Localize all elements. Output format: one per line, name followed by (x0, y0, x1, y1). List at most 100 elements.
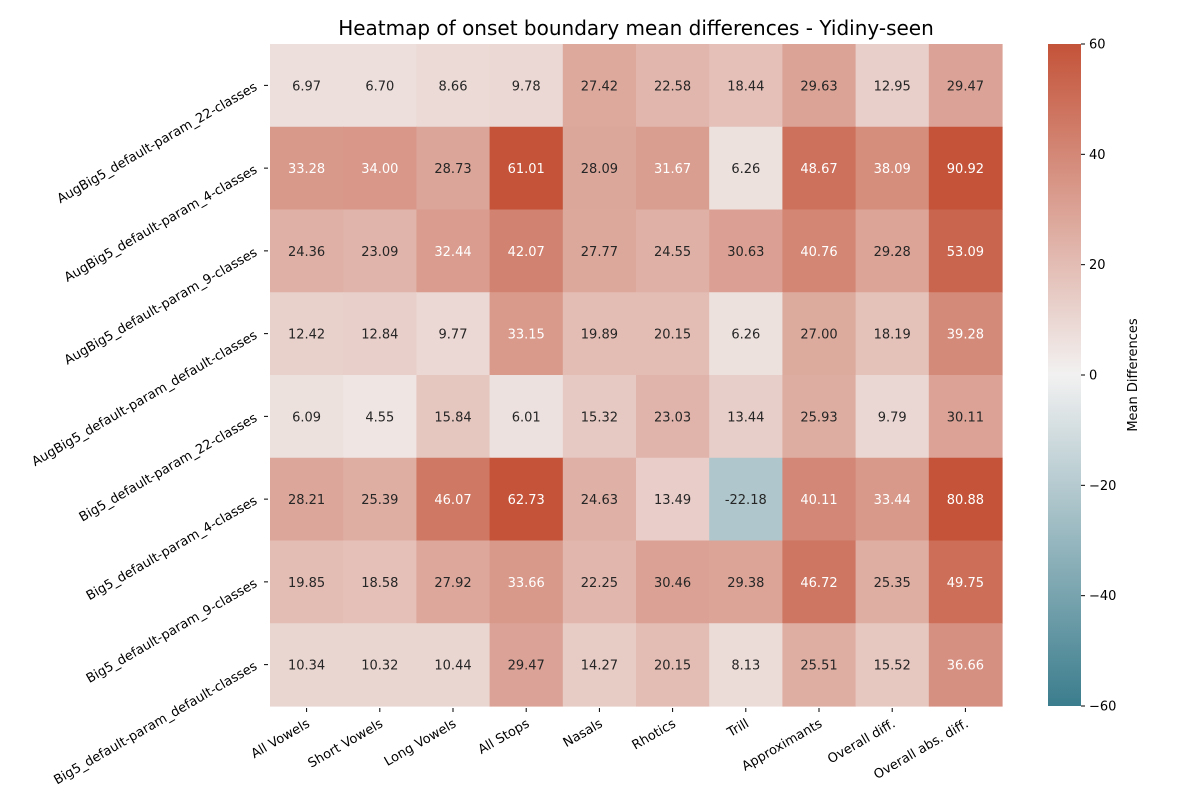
heatmap-cell (343, 623, 417, 707)
heatmap-cell (489, 457, 564, 542)
colorbar-tick-label: −40 (1089, 589, 1116, 604)
cell-value-label: 19.85 (288, 576, 325, 591)
cell-value-label: 25.39 (361, 493, 398, 508)
heatmap-cell (928, 44, 1003, 128)
heatmap-cell (855, 540, 930, 624)
heatmap-cell (928, 375, 1003, 459)
cell-value-label: 8.13 (731, 659, 760, 674)
colorbar-tick-label: 0 (1089, 369, 1097, 384)
heatmap-cell (636, 126, 710, 211)
cell-value-label: 10.34 (288, 659, 325, 674)
heatmap-cell (636, 209, 710, 293)
cell-value-label: 40.76 (800, 245, 837, 260)
heatmap-cell (489, 540, 564, 624)
cell-value-label: 42.07 (508, 245, 545, 260)
cell-value-label: 9.78 (512, 79, 541, 94)
cell-value-label: 4.55 (365, 410, 394, 425)
heatmap-cell (855, 292, 930, 376)
cell-value-label: 38.09 (874, 162, 911, 177)
cell-value-label: 29.47 (508, 659, 545, 674)
column-label: Long Vowels (382, 716, 459, 769)
cell-value-label: 46.07 (434, 493, 471, 508)
heatmap-cell (782, 209, 857, 293)
column-label: Approximants (740, 716, 826, 774)
heatmap-cell (343, 540, 417, 624)
cell-value-label: 15.84 (434, 410, 471, 425)
heatmap-cell (782, 126, 857, 211)
cell-value-label: 40.11 (800, 493, 837, 508)
cell-value-label: 34.00 (361, 162, 398, 177)
cell-value-label: 32.44 (434, 245, 471, 260)
heatmap-cell (928, 540, 1003, 624)
cell-value-label: 22.25 (581, 576, 618, 591)
cell-value-label: 29.63 (800, 79, 837, 94)
cell-value-label: 33.66 (508, 576, 545, 591)
cell-value-label: 9.79 (878, 410, 907, 425)
heatmap-cell (709, 457, 783, 542)
heatmap-cell (489, 44, 564, 128)
column-label: Short Vowels (306, 716, 386, 771)
heatmap-cell (562, 209, 637, 293)
heatmap-cell (562, 540, 637, 624)
cell-value-label: 23.09 (361, 245, 398, 260)
cell-value-label: 18.58 (361, 576, 398, 591)
heatmap-cell (855, 623, 930, 707)
heatmap-cell (416, 540, 491, 624)
heatmap-cell (782, 44, 857, 128)
heatmap-cell (782, 623, 857, 707)
heatmap-cell (855, 375, 930, 459)
cell-value-label: 80.88 (947, 493, 984, 508)
cell-value-label: 24.36 (288, 245, 325, 260)
heatmap-cell (489, 209, 564, 293)
cell-value-label: 6.26 (731, 328, 760, 343)
column-label: All Vowels (249, 716, 313, 762)
colorbar-tick-label: 40 (1089, 148, 1106, 163)
heatmap-cell (928, 126, 1003, 211)
heatmap-cell (562, 292, 637, 376)
heatmap-cell (343, 375, 417, 459)
cell-value-label: 29.38 (727, 576, 764, 591)
heatmap-cell (416, 44, 491, 128)
cell-value-label: 27.77 (581, 245, 618, 260)
cell-value-label: 6.70 (365, 79, 394, 94)
colorbar-tick-label: −60 (1089, 700, 1116, 715)
cell-value-label: 39.28 (947, 328, 984, 343)
cell-value-label: 20.15 (654, 659, 691, 674)
heatmap-cell (416, 292, 491, 376)
heatmap-cell (270, 209, 344, 293)
heatmap-cell (636, 457, 710, 542)
cell-value-label: 6.26 (731, 162, 760, 177)
cell-value-label: 27.92 (434, 576, 471, 591)
heatmap-cell (416, 375, 491, 459)
heatmap-cell (270, 457, 344, 542)
heatmap-cell (709, 126, 783, 211)
heatmap-cell (855, 126, 930, 211)
cell-value-label: -22.18 (725, 493, 767, 508)
cell-value-label: 90.92 (947, 162, 984, 177)
cell-value-label: 28.09 (581, 162, 618, 177)
colorbar-gradient (1048, 44, 1081, 706)
column-label: Rhotics (630, 716, 679, 753)
heatmap-cell (343, 44, 417, 128)
heatmap-cell (782, 292, 857, 376)
row-labels: AugBig5_default-param_22-classesAugBig5_… (29, 80, 268, 788)
heatmap-cell (562, 126, 637, 211)
heatmap-cell (416, 457, 491, 542)
heatmap-cell (636, 540, 710, 624)
heatmap-cell (489, 292, 564, 376)
row-label: AugBig5_default-param_default-classes (29, 328, 260, 470)
heatmap-cell (709, 292, 783, 376)
heatmap-cell (416, 623, 491, 707)
cell-value-label: 15.32 (581, 410, 618, 425)
cell-value-label: 25.51 (800, 659, 837, 674)
heatmap-cell (562, 623, 637, 707)
cell-value-label: 36.66 (947, 659, 984, 674)
colorbar-tick-label: 60 (1089, 38, 1106, 53)
cell-value-label: 22.58 (654, 79, 691, 94)
heatmap-cell (343, 209, 417, 293)
cell-value-label: 49.75 (947, 576, 984, 591)
cell-value-label: 48.67 (800, 162, 837, 177)
cell-value-label: 18.19 (874, 328, 911, 343)
